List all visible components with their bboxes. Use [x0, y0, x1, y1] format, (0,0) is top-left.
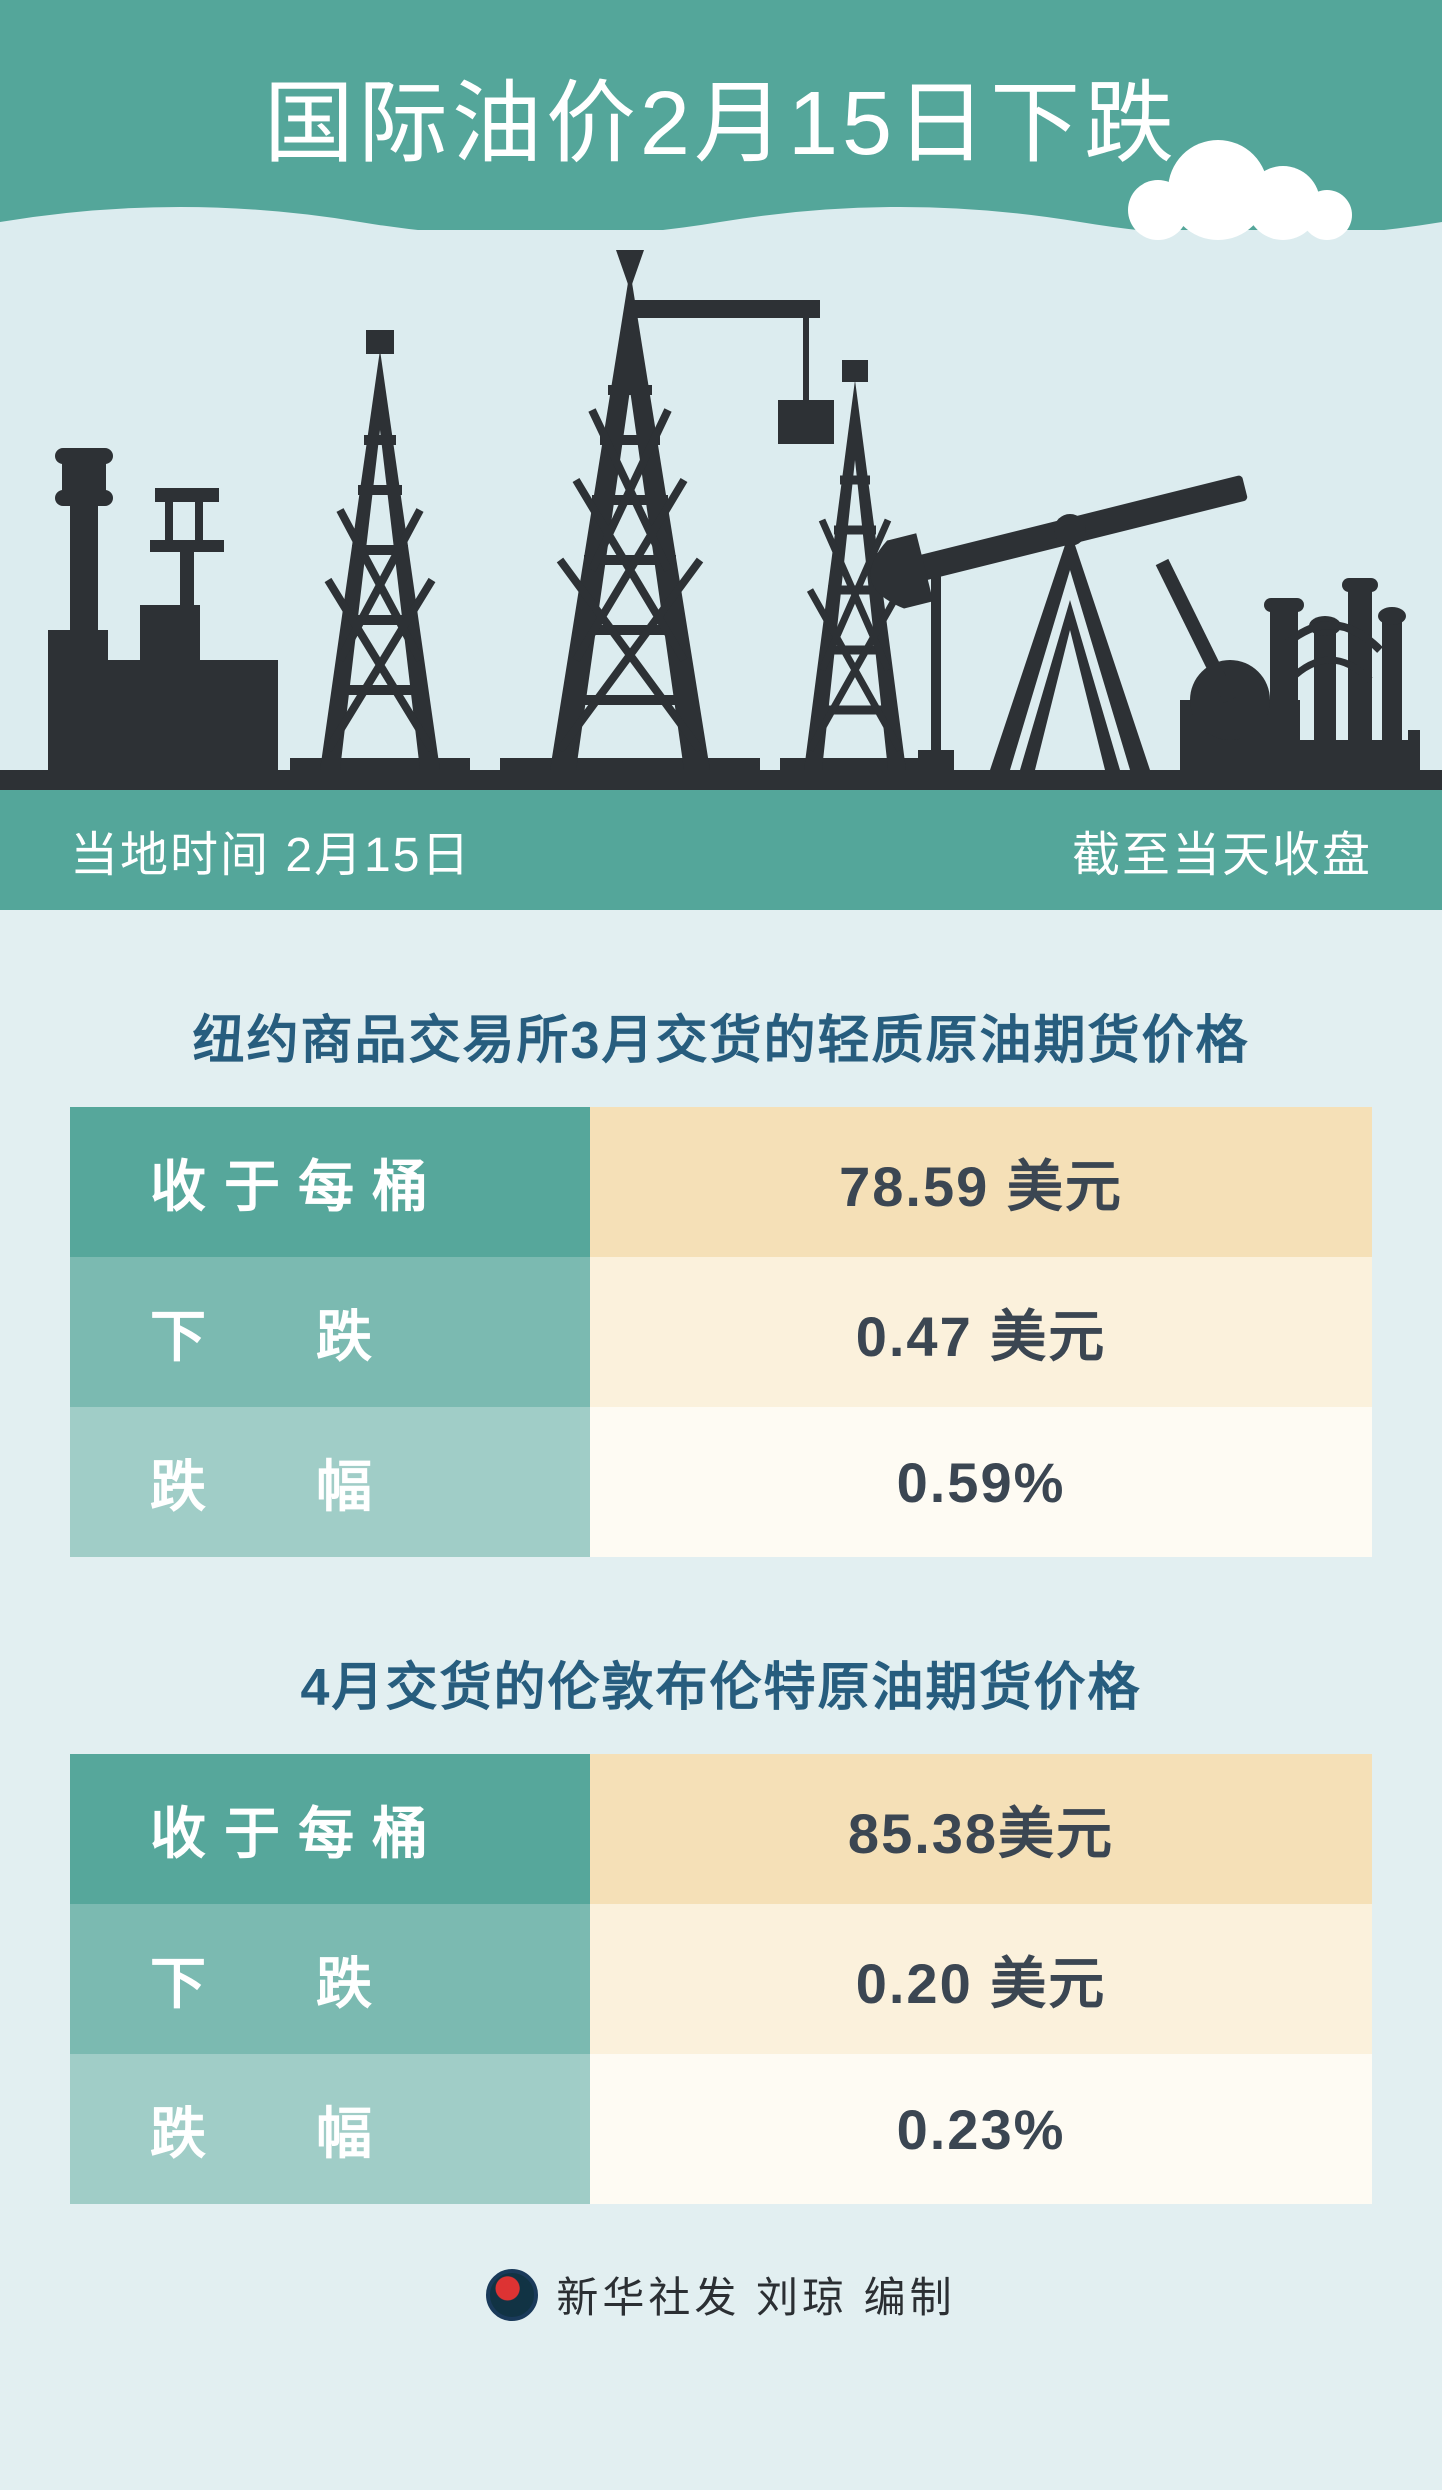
header: 国际油价2月15日下跌	[0, 0, 1442, 230]
section-title: 4月交货的伦敦布伦特原油期货价格	[70, 1617, 1372, 1754]
row-value: 0.59%	[590, 1407, 1372, 1557]
row-label: 跌幅	[70, 1407, 590, 1557]
table-row: 收于每桶 78.59 美元	[70, 1107, 1372, 1257]
row-label: 下跌	[70, 1904, 590, 2054]
cloud-icon	[1128, 140, 1352, 240]
table-row: 下跌 0.47 美元	[70, 1257, 1372, 1407]
infobar-left: 当地时间 2月15日	[70, 815, 471, 885]
table-row: 跌幅 0.59%	[70, 1407, 1372, 1557]
info-bar: 当地时间 2月15日 截至当天收盘	[0, 790, 1442, 910]
table-row: 收于每桶 85.38美元	[70, 1754, 1372, 1904]
section-brent: 4月交货的伦敦布伦特原油期货价格 收于每桶 85.38美元 下跌 0.20 美元…	[70, 1617, 1372, 2204]
row-value: 0.23%	[590, 2054, 1372, 2204]
section-nymex: 纽约商品交易所3月交货的轻质原油期货价格 收于每桶 78.59 美元 下跌 0.…	[70, 970, 1372, 1557]
table-row: 跌幅 0.23%	[70, 2054, 1372, 2204]
table-row: 下跌 0.20 美元	[70, 1904, 1372, 2054]
row-label: 收于每桶	[70, 1754, 590, 1904]
main-title: 国际油价2月15日下跌	[264, 50, 1178, 180]
poster: 国际油价2月15日下跌	[0, 0, 1442, 2375]
oil-rigs-silhouette	[0, 230, 1442, 790]
row-value: 0.20 美元	[590, 1904, 1372, 2054]
row-value: 85.38美元	[590, 1754, 1372, 1904]
row-value: 0.47 美元	[590, 1257, 1372, 1407]
section-title: 纽约商品交易所3月交货的轻质原油期货价格	[70, 970, 1372, 1107]
row-label: 下跌	[70, 1257, 590, 1407]
footer: 新华社发 刘琼 编制	[0, 2204, 1442, 2375]
infobar-right: 截至当天收盘	[1072, 815, 1372, 885]
row-value: 78.59 美元	[590, 1107, 1372, 1257]
footer-credit: 新华社发 刘琼 编制	[556, 2264, 955, 2325]
row-label: 收于每桶	[70, 1107, 590, 1257]
illustration-band	[0, 230, 1442, 790]
xinhua-logo-icon	[486, 2269, 538, 2321]
row-label: 跌幅	[70, 2054, 590, 2204]
